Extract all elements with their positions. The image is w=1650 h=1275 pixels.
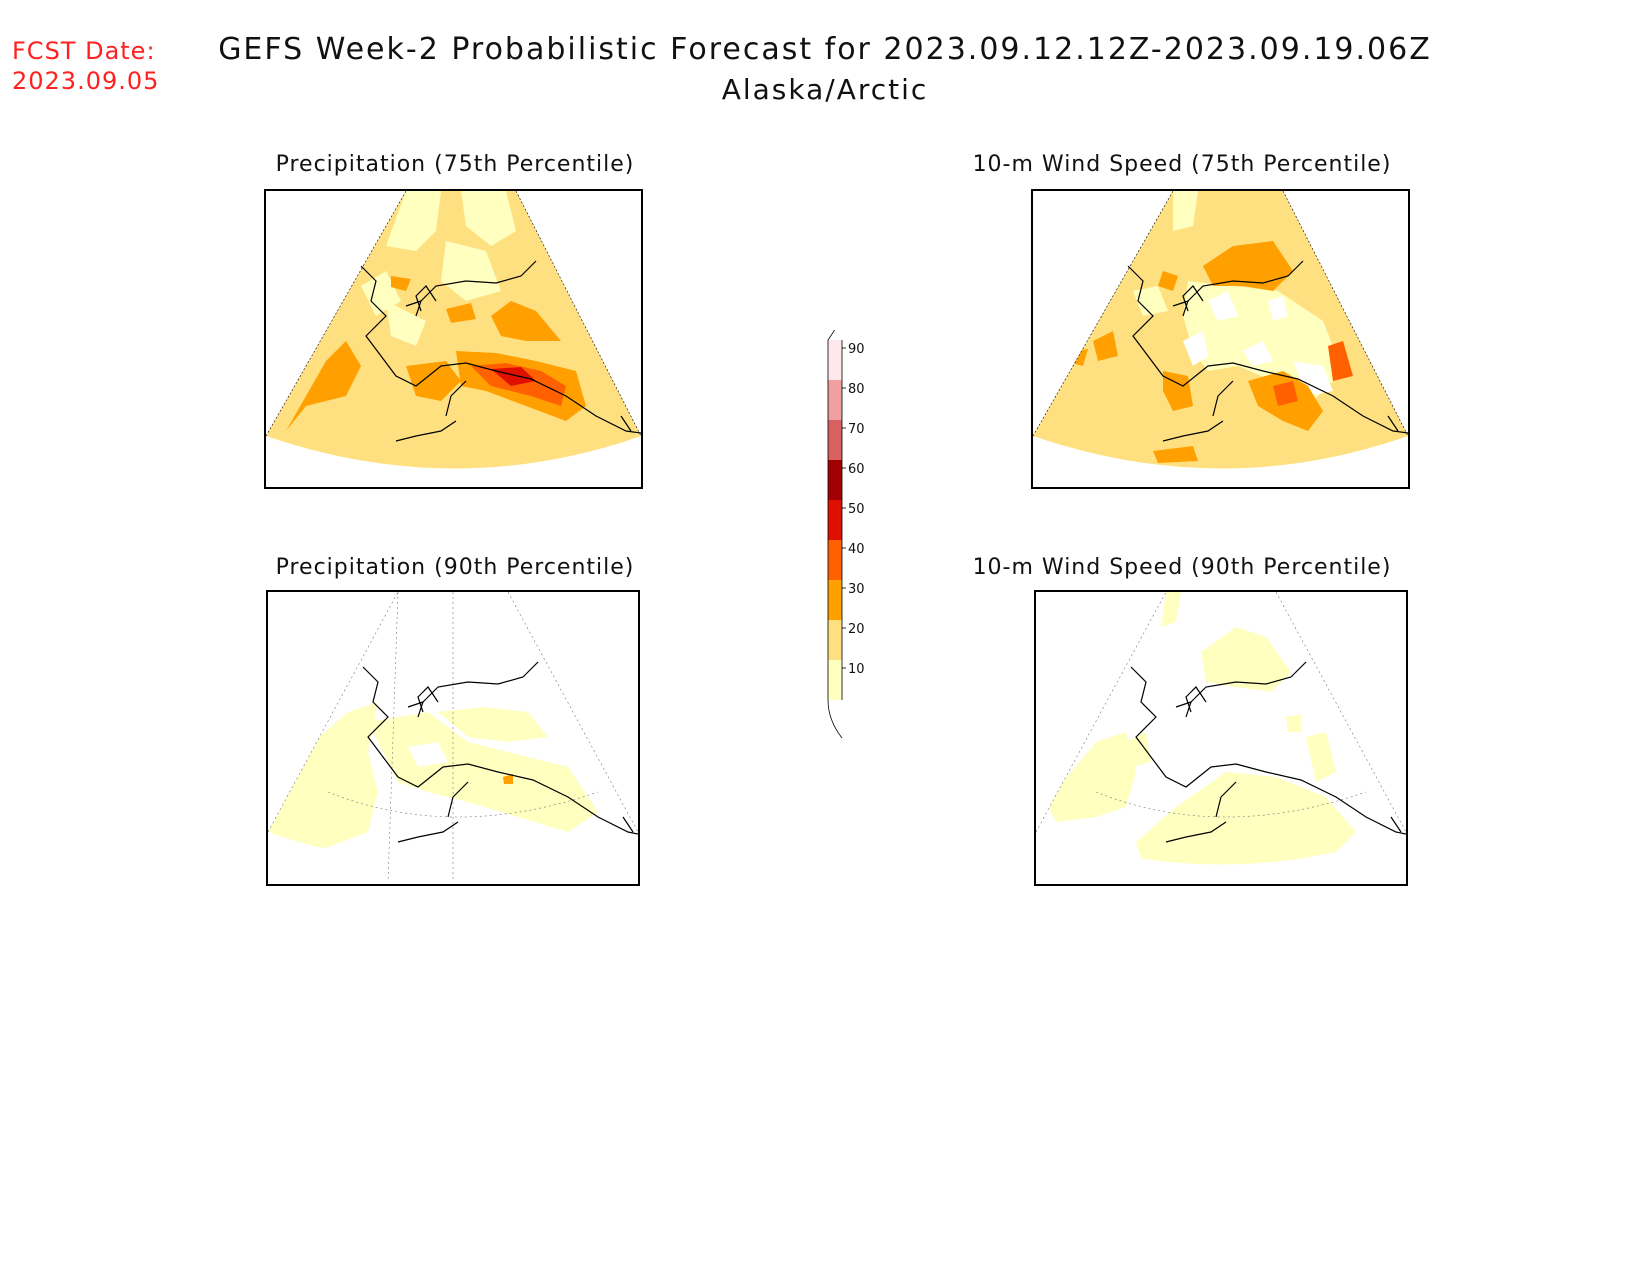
map-wind90 bbox=[1036, 592, 1406, 865]
forecast-date: FCST Date: 2023.09.05 bbox=[12, 36, 159, 96]
map-panel-wind90 bbox=[1034, 590, 1408, 886]
colorbar-box bbox=[828, 380, 842, 420]
colorbar-box bbox=[828, 540, 842, 580]
map-panel-precip90 bbox=[266, 590, 640, 886]
forecast-date-value: 2023.09.05 bbox=[12, 67, 160, 95]
map-precip90 bbox=[268, 592, 638, 883]
panel-title-wind90: 10-m Wind Speed (90th Percentile) bbox=[972, 555, 1392, 580]
colorbar-label: 90 bbox=[848, 342, 865, 357]
colorbar-bottom-cap bbox=[827, 699, 843, 739]
colorbar-box bbox=[828, 580, 842, 620]
domain-outline bbox=[266, 191, 641, 437]
coastline-north bbox=[1190, 661, 1307, 703]
coastline-north bbox=[420, 260, 537, 302]
map-panel-wind75 bbox=[1031, 189, 1410, 489]
probability-contours bbox=[268, 702, 598, 852]
domain-outline bbox=[1033, 191, 1408, 437]
panel-title-wind75: 10-m Wind Speed (75th Percentile) bbox=[972, 152, 1392, 177]
colorbar-boxes bbox=[827, 330, 843, 739]
domain-outline bbox=[268, 592, 638, 883]
panel-title-precip90: Precipitation (90th Percentile) bbox=[275, 555, 635, 580]
forecast-date-label: FCST Date: bbox=[12, 37, 156, 65]
colorbar-label: 80 bbox=[848, 382, 865, 397]
colorbar-box bbox=[828, 420, 842, 460]
colorbar-label: 60 bbox=[848, 462, 865, 477]
colorbar-box bbox=[828, 500, 842, 540]
coastline-north bbox=[1187, 260, 1304, 302]
domain-outline bbox=[1036, 592, 1406, 833]
colorbar-legend: 10 20 30 40 50 60 70 80 90 bbox=[827, 330, 865, 739]
panel-title-precip75: Precipitation (75th Percentile) bbox=[275, 152, 635, 177]
main-title: GEFS Week-2 Probabilistic Forecast for 2… bbox=[218, 32, 1432, 67]
colorbar-label: 70 bbox=[848, 422, 865, 437]
colorbar-box bbox=[828, 460, 842, 500]
coastline-north bbox=[422, 661, 539, 703]
colorbar-label: 20 bbox=[848, 622, 865, 637]
colorbar-label: 10 bbox=[848, 662, 865, 677]
region-subtitle: Alaska/Arctic bbox=[721, 73, 929, 106]
probability-contours bbox=[1071, 191, 1353, 463]
map-wind75 bbox=[1033, 191, 1408, 469]
probability-contours bbox=[1046, 592, 1356, 865]
colorbar-label: 30 bbox=[848, 582, 865, 597]
page-title: GEFS Week-2 Probabilistic Forecast for 2… bbox=[0, 30, 1650, 110]
probability-contours bbox=[286, 191, 586, 431]
colorbar-box bbox=[828, 660, 842, 700]
colorbar-labels: 10 20 30 40 50 60 70 80 90 bbox=[842, 342, 865, 677]
colorbar-outline bbox=[827, 340, 843, 700]
colorbar-label: 50 bbox=[848, 502, 865, 517]
colorbar-box bbox=[828, 620, 842, 660]
domain-fan bbox=[266, 191, 641, 469]
map-precip75 bbox=[266, 191, 641, 469]
map-panel-precip75 bbox=[264, 189, 643, 489]
colorbar-top-cap bbox=[827, 330, 835, 341]
colorbar-box bbox=[828, 340, 842, 380]
colorbar-label: 40 bbox=[848, 542, 865, 557]
